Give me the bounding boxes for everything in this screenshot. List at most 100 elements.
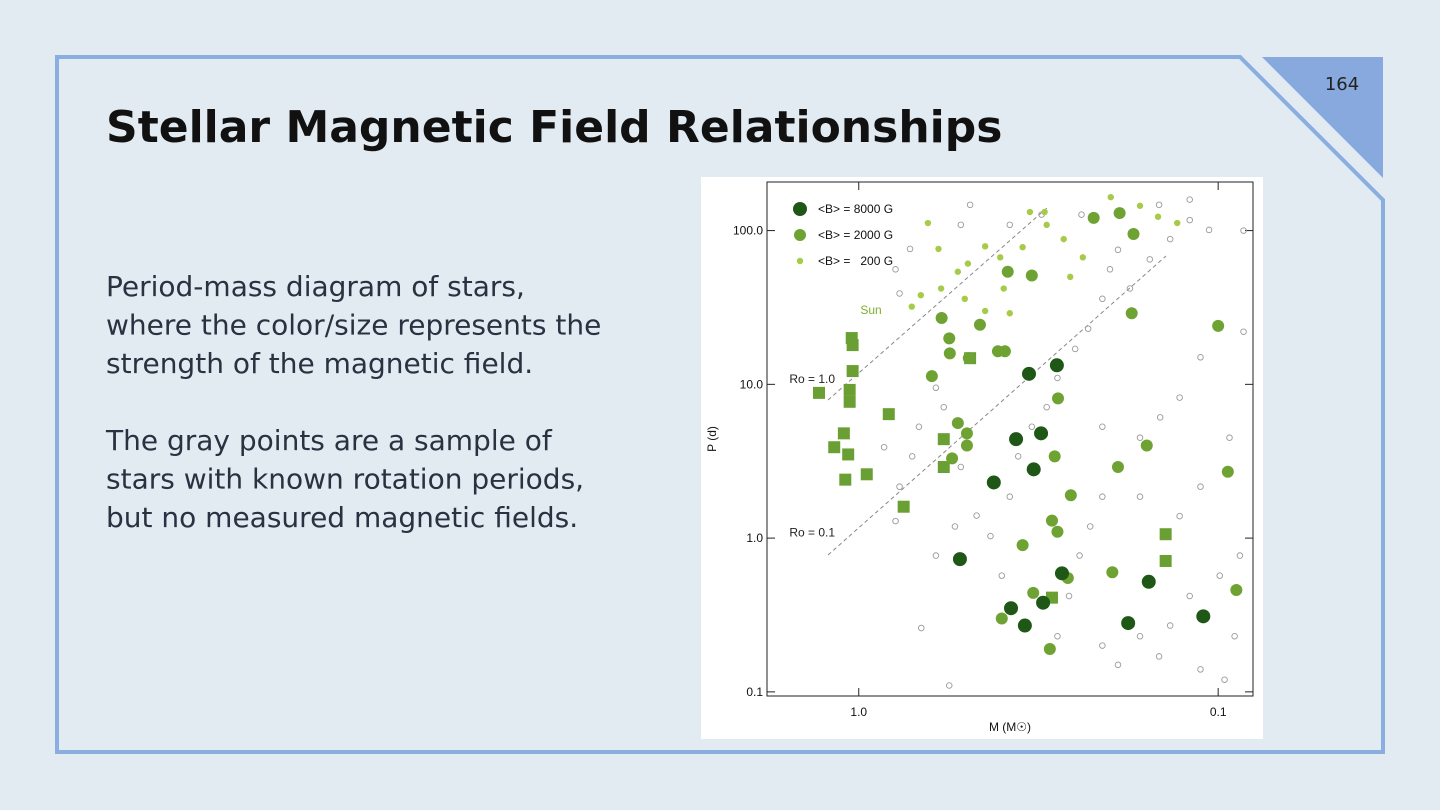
point <box>1078 211 1085 218</box>
point <box>1067 273 1074 281</box>
paragraph-line: but no measured magnetic fields. <box>106 501 578 534</box>
point <box>1019 243 1026 251</box>
point <box>860 468 873 481</box>
point <box>961 295 968 303</box>
point <box>1140 439 1153 452</box>
point <box>1176 512 1183 520</box>
point <box>1221 465 1234 478</box>
point <box>957 463 965 471</box>
corner-tab <box>1262 57 1383 178</box>
point <box>1186 216 1193 224</box>
point <box>1121 616 1136 631</box>
point <box>1014 453 1022 460</box>
annotation: Ro = 1.0 <box>789 372 835 386</box>
y-axis-label: P (d) <box>705 426 719 452</box>
body-text: Period-mass diagram of stars, where the c… <box>105 270 601 534</box>
point <box>1155 201 1163 209</box>
point <box>935 312 948 325</box>
page-number: 164 <box>1325 74 1359 95</box>
point <box>1027 586 1040 599</box>
point <box>1000 285 1007 292</box>
point <box>1016 539 1029 552</box>
point <box>966 201 974 209</box>
ro-line <box>827 255 1167 556</box>
point <box>986 475 1001 490</box>
point <box>1054 632 1061 640</box>
point <box>1197 354 1204 361</box>
point <box>1028 423 1036 430</box>
point <box>960 427 973 440</box>
point <box>1045 514 1058 527</box>
point <box>1176 394 1183 401</box>
point <box>1141 574 1156 589</box>
paragraph-line: stars with known rotation periods, <box>106 463 584 496</box>
point <box>1026 462 1041 477</box>
point <box>1079 254 1087 261</box>
paragraph-line: strength of the magnetic field. <box>106 347 533 380</box>
point <box>1041 208 1048 216</box>
point <box>1064 489 1077 502</box>
point <box>1197 483 1204 490</box>
point <box>1205 226 1213 234</box>
point <box>1226 434 1233 441</box>
point <box>1166 622 1174 629</box>
point <box>1155 653 1163 660</box>
point <box>964 260 972 267</box>
point <box>998 572 1006 579</box>
point <box>1009 432 1024 447</box>
point <box>1099 493 1106 500</box>
y-tick-label: 0.1 <box>746 685 763 699</box>
point <box>951 417 964 430</box>
point <box>1156 414 1164 421</box>
point <box>946 682 953 689</box>
point <box>1048 450 1061 463</box>
point <box>1099 295 1106 303</box>
point <box>846 365 859 378</box>
legend-label: <B> = 8000 G <box>818 202 893 216</box>
point <box>1216 572 1223 579</box>
point <box>1197 666 1204 673</box>
point <box>1001 265 1014 278</box>
scatter-chart: 100.0 10.0 1.0 0.1 1.0 0.1 M (M☉) P (d) <B> = 80… <box>705 182 1253 734</box>
y-tick-label: 100.0 <box>733 224 763 238</box>
x-tick-label: 1.0 <box>850 705 867 719</box>
point <box>1125 307 1138 320</box>
point <box>946 452 959 465</box>
point <box>937 285 945 292</box>
point <box>932 384 940 392</box>
point <box>943 347 956 360</box>
point <box>813 386 826 399</box>
point <box>892 266 899 273</box>
point <box>952 552 967 567</box>
point <box>1106 566 1119 579</box>
point <box>1076 552 1083 559</box>
point <box>932 552 940 559</box>
point <box>1054 566 1069 581</box>
point <box>1006 493 1014 500</box>
point <box>943 332 956 345</box>
point <box>1034 426 1049 441</box>
point <box>1065 592 1073 600</box>
point <box>957 221 965 229</box>
point <box>1240 227 1247 234</box>
point <box>995 612 1008 625</box>
point <box>1026 208 1034 216</box>
point <box>1036 595 1051 610</box>
point <box>935 245 942 253</box>
y-tick-label: 10.0 <box>740 377 764 391</box>
point <box>1159 528 1172 541</box>
point <box>842 448 855 461</box>
x-axis-label: M (M☉) <box>989 720 1031 734</box>
point <box>973 318 986 331</box>
point <box>880 443 888 451</box>
point <box>1154 213 1162 220</box>
point <box>1240 328 1247 335</box>
point <box>1231 632 1238 640</box>
paragraph-line: Period-mass diagram of stars, <box>106 270 525 303</box>
point <box>981 307 989 315</box>
point <box>1174 219 1181 227</box>
point <box>960 439 973 452</box>
paragraph-line: where the color/size represents the <box>106 309 601 342</box>
point <box>1106 266 1114 273</box>
